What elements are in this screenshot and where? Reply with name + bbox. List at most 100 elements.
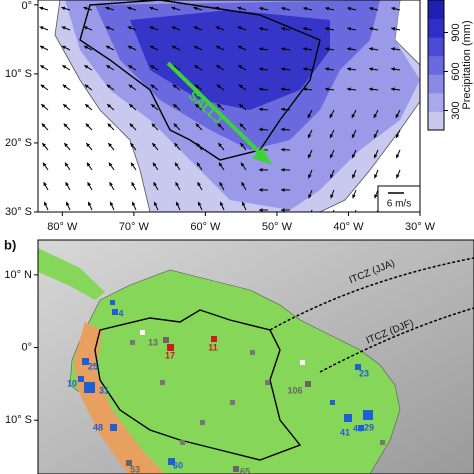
wind-arrow-head — [131, 201, 136, 206]
station-marker — [82, 358, 89, 365]
wind-arrow-head — [391, 87, 395, 92]
wind-arrow-head — [173, 123, 178, 128]
wind-arrow-head — [396, 174, 400, 179]
wind-arrow-head — [215, 6, 220, 11]
wind-arrow-head — [217, 123, 222, 128]
station-label: 13 — [148, 337, 158, 347]
x-tick-label: 40° W — [333, 221, 364, 233]
basin-b — [94, 309, 302, 461]
station-label: 65 — [240, 466, 250, 474]
wind-arrow-head — [196, 162, 201, 167]
frame-b — [37, 239, 474, 474]
wind-arrow-head — [281, 188, 285, 192]
wind-arrow-head — [130, 143, 135, 147]
station-marker — [300, 360, 305, 365]
wind-arrow-head — [259, 6, 264, 11]
y-tick-label: 30° S — [5, 206, 32, 218]
central-america — [38, 248, 105, 300]
wind-arrow-head — [149, 45, 154, 50]
wind-arrow-head — [129, 123, 134, 128]
scale-label: 6 m/s — [387, 199, 411, 210]
wind-arrow-head — [149, 26, 154, 30]
scale-box — [377, 185, 420, 212]
wind-arrow-head — [105, 45, 110, 50]
wind-arrow-head — [281, 208, 285, 212]
wind-arrow-head — [219, 201, 224, 206]
wind-arrow-head — [259, 208, 263, 212]
wind-arrow-head — [39, 6, 44, 11]
itcz-djf — [319, 307, 474, 373]
wind-arrow-head — [308, 214, 312, 218]
panel-label: b) — [4, 237, 16, 252]
wind-arrow-head — [175, 201, 180, 206]
wind-arrow-head — [152, 162, 157, 167]
wind-arrow-head — [239, 104, 244, 108]
wind-arrow — [332, 209, 335, 212]
wind-arrow-head — [197, 201, 202, 206]
wind-arrow-head — [237, 45, 242, 50]
station-marker — [112, 309, 118, 315]
station-marker — [130, 340, 135, 345]
wind-arrow — [310, 209, 313, 212]
wind-arrow-head — [325, 87, 329, 92]
station-label: 23 — [359, 368, 369, 378]
wind-arrow-head — [238, 65, 243, 69]
wind-arrow-head — [259, 67, 263, 72]
wind-arrow-head — [217, 104, 222, 108]
wind-arrow-head — [129, 104, 134, 108]
colorbar-label: Precipitation (mm) — [461, 20, 473, 109]
wind-arrow-head — [151, 123, 156, 128]
wind-arrow-head — [194, 65, 199, 69]
wind-arrow-head — [391, 47, 395, 51]
station-marker — [233, 466, 239, 472]
station-marker — [330, 400, 335, 405]
colorbar-tick-label: 600 — [450, 62, 462, 80]
wind-arrow-head — [374, 214, 378, 218]
y-tick-label: 10° N — [4, 269, 32, 281]
wind-arrow-head — [347, 67, 351, 72]
station-label: 11 — [208, 342, 218, 352]
wind-arrow-head — [108, 143, 113, 147]
wind-arrow-head — [281, 127, 285, 132]
wind-arrow-head — [171, 6, 176, 11]
station-marker — [140, 330, 145, 335]
wind-arrow-head — [62, 84, 67, 89]
wind-arrow-head — [391, 67, 395, 72]
station-marker — [358, 425, 364, 431]
wind-arrow-head — [238, 84, 243, 89]
wind-arrow-head — [352, 214, 356, 218]
wind-arrow — [354, 209, 357, 212]
wind-arrow-head — [329, 134, 334, 139]
wind-arrow-head — [281, 87, 285, 92]
wind-arrow-head — [128, 84, 133, 89]
wind-arrow-head — [281, 167, 285, 172]
wind-arrow-head — [325, 67, 329, 72]
wind-arrow-head — [128, 65, 133, 69]
wind-arrow-head — [106, 65, 111, 69]
wind-arrow-head — [329, 154, 334, 159]
wind-arrow-head — [369, 87, 373, 92]
wind-arrow-head — [308, 194, 312, 199]
wind-arrow-head — [281, 147, 285, 152]
wind-arrow-head — [325, 6, 330, 11]
wind-arrow-head — [369, 67, 373, 72]
wind-arrow-head — [39, 26, 44, 30]
basin-a — [79, 0, 321, 161]
wind-arrow-head — [307, 134, 312, 139]
wind-arrow-head — [373, 113, 378, 118]
wind-arrow-head — [241, 182, 245, 187]
wind-arrow-head — [347, 47, 351, 51]
wind-arrow-head — [241, 201, 246, 206]
wind-arrow-head — [330, 194, 334, 199]
wind-arrow-head — [197, 182, 201, 187]
x-tick-label: 30° W — [405, 221, 436, 233]
wind-arrow-head — [171, 26, 176, 30]
jet-arrow — [166, 61, 264, 157]
wind-arrow-head — [215, 26, 220, 30]
wind-arrow-head — [259, 127, 263, 132]
wind-arrow-head — [43, 201, 48, 206]
wind-arrow-head — [131, 182, 135, 187]
wind-arrow-head — [171, 45, 176, 50]
station-marker — [167, 344, 174, 351]
colorbar-frame — [427, 0, 445, 131]
